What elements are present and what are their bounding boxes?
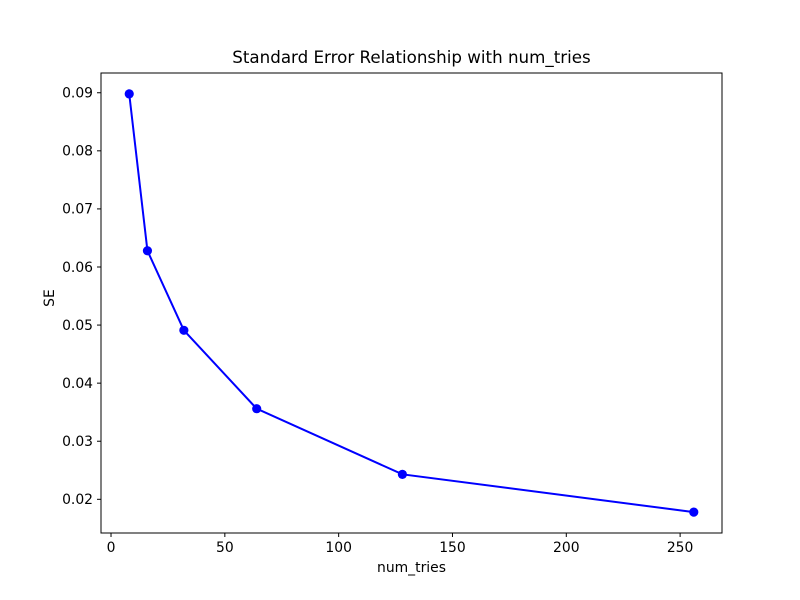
- chart-title: Standard Error Relationship with num_tri…: [232, 47, 590, 68]
- series-markers: [124, 89, 699, 517]
- y-tick-label: 0.03: [62, 434, 93, 450]
- x-tick-label: 0: [107, 540, 116, 556]
- data-point: [179, 325, 189, 335]
- y-tick-label: 0.05: [62, 318, 93, 334]
- y-tick-label: 0.07: [62, 202, 93, 218]
- y-axis-ticks: 0.02 0.03 0.04 0.05 0.06 0.07 0.08 0.09: [62, 86, 101, 508]
- y-tick-label: 0.06: [62, 260, 93, 276]
- axes-box: [100, 72, 723, 534]
- x-axis-ticks: 0 50 100 150 200 250: [107, 533, 694, 556]
- data-point: [124, 89, 134, 99]
- data-point: [252, 404, 262, 414]
- data-point: [397, 469, 407, 479]
- y-tick-label: 0.04: [62, 376, 93, 392]
- y-tick-label: 0.02: [62, 492, 93, 508]
- x-tick-label: 150: [439, 540, 466, 556]
- y-axis-label: SE: [42, 289, 58, 307]
- x-tick-label: 50: [216, 540, 234, 556]
- y-tick-label: 0.09: [62, 86, 93, 102]
- x-axis-label: num_tries: [377, 560, 446, 576]
- x-tick-label: 200: [553, 540, 580, 556]
- x-tick-label: 100: [325, 540, 352, 556]
- series-line: [128, 93, 694, 514]
- data-point: [142, 246, 153, 256]
- data-point: [689, 507, 699, 517]
- plot-area: [101, 73, 722, 533]
- x-tick-label: 250: [667, 540, 694, 556]
- y-tick-label: 0.08: [62, 144, 93, 160]
